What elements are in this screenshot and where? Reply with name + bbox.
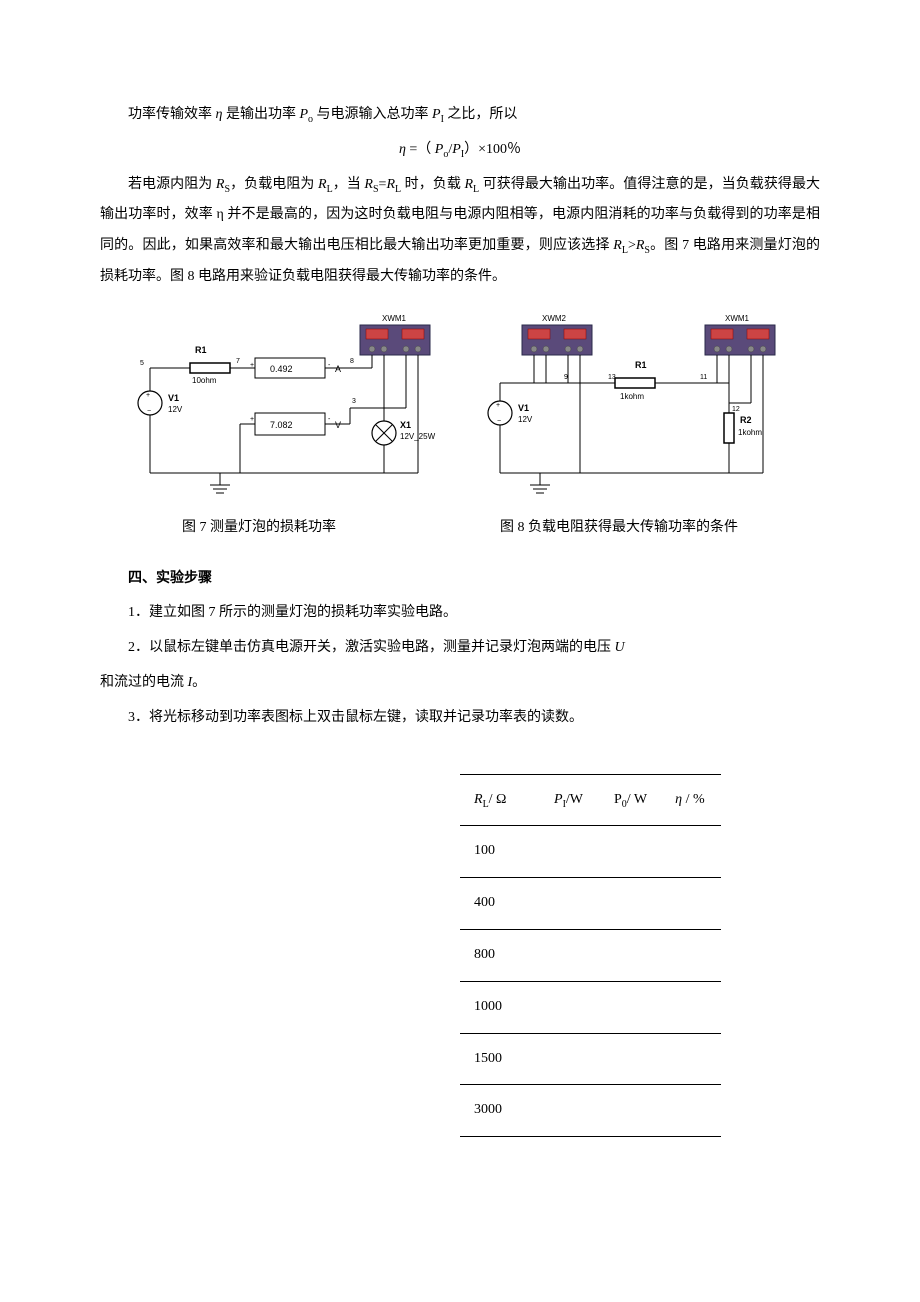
table-row: 1000 [460,981,721,1033]
svg-text:12V: 12V [168,405,183,414]
svg-text:V1: V1 [518,403,529,413]
figure-captions: 图 7 测量灯泡的损耗功率 图 8 负载电阻获得最大传输功率的条件 [100,513,820,544]
svg-text:+: + [250,416,254,423]
table-row: 3000 [460,1085,721,1137]
svg-text:-: - [328,416,331,423]
caption-fig8: 图 8 负载电阻获得最大传输功率的条件 [500,513,738,544]
table-header-row: RL/ Ω PI/W P0/ W η / % [460,774,721,826]
svg-text:8: 8 [350,358,354,365]
svg-text:XWM2: XWM2 [542,314,567,323]
svg-text:7.082: 7.082 [270,420,293,430]
equation-eta: η =（ Po/PI）×100％ [100,135,820,166]
svg-text:+: + [250,362,254,369]
table-body: 100 400 800 1000 1500 3000 [460,826,721,1137]
svg-text:7: 7 [236,358,240,365]
svg-text:5: 5 [140,360,144,367]
svg-text:XWM1: XWM1 [725,314,750,323]
resistor-r1-icon [615,378,655,388]
caption-fig7: 图 7 测量灯泡的损耗功率 [182,513,336,544]
svg-text:12: 12 [732,406,740,413]
section-4-title: 四、实验步骤 [100,564,820,595]
table-row: 1500 [460,1033,721,1085]
svg-text:V: V [335,420,341,430]
svg-text:−: − [147,408,151,415]
col-pi: PI/W [540,774,600,826]
svg-text:9: 9 [564,374,568,381]
svg-text:X1: X1 [400,420,411,430]
step-2-cont: 和流过的电流 I。 [100,668,820,699]
figure-8: XWM2 XWM1 [480,313,800,503]
svg-text:1kohm: 1kohm [738,428,762,437]
svg-text:1kohm: 1kohm [620,392,644,401]
svg-text:12V: 12V [518,415,533,424]
resistor-icon [190,363,230,373]
svg-text:R1: R1 [195,345,207,355]
figures-row: XWM1 R1 10ohm 7 + - 0.492 [100,313,820,503]
circuit-fig7: XWM1 R1 10ohm 7 + - 0.492 [120,313,460,503]
col-eta: η / % [661,774,721,826]
circuit-fig8: XWM2 XWM1 [480,313,800,503]
svg-text:−: − [497,418,501,425]
svg-text:0.492: 0.492 [270,364,293,374]
paragraph-1: 功率传输效率 η 是输出功率 Po 与电源输入总功率 PI 之比，所以 [100,100,820,131]
svg-text:V1: V1 [168,393,179,403]
col-rl: RL/ Ω [460,774,540,826]
step-3: 3．将光标移动到功率表图标上双击鼠标左键，读取并记录功率表的读数。 [100,703,820,734]
svg-text:11: 11 [700,374,707,381]
svg-text:+: + [496,402,500,409]
figure-7: XWM1 R1 10ohm 7 + - 0.492 [120,313,460,503]
paragraph-2: 若电源内阻为 RS，负载电阻为 RL，当 RS=RL 时，负载 RL 可获得最大… [100,170,820,293]
step-1: 1．建立如图 7 所示的测量灯泡的损耗功率实验电路。 [100,598,820,629]
svg-text:12V_25W: 12V_25W [400,432,436,441]
svg-text:A: A [335,364,341,374]
resistor-r2-icon [724,413,734,443]
svg-text:R1: R1 [635,360,647,370]
table-row: 100 [460,826,721,878]
data-table: RL/ Ω PI/W P0/ W η / % 100 400 800 1000 … [460,774,721,1138]
col-po: P0/ W [600,774,661,826]
svg-text:+: + [146,392,150,399]
svg-text:XWM1: XWM1 [382,314,407,323]
svg-text:10ohm: 10ohm [192,376,217,385]
table-row: 400 [460,878,721,930]
table-row: 800 [460,929,721,981]
svg-text:3: 3 [352,398,356,405]
svg-text:R2: R2 [740,415,752,425]
step-2: 2．以鼠标左键单击仿真电源开关，激活实验电路，测量并记录灯泡两端的电压 U [100,633,820,664]
